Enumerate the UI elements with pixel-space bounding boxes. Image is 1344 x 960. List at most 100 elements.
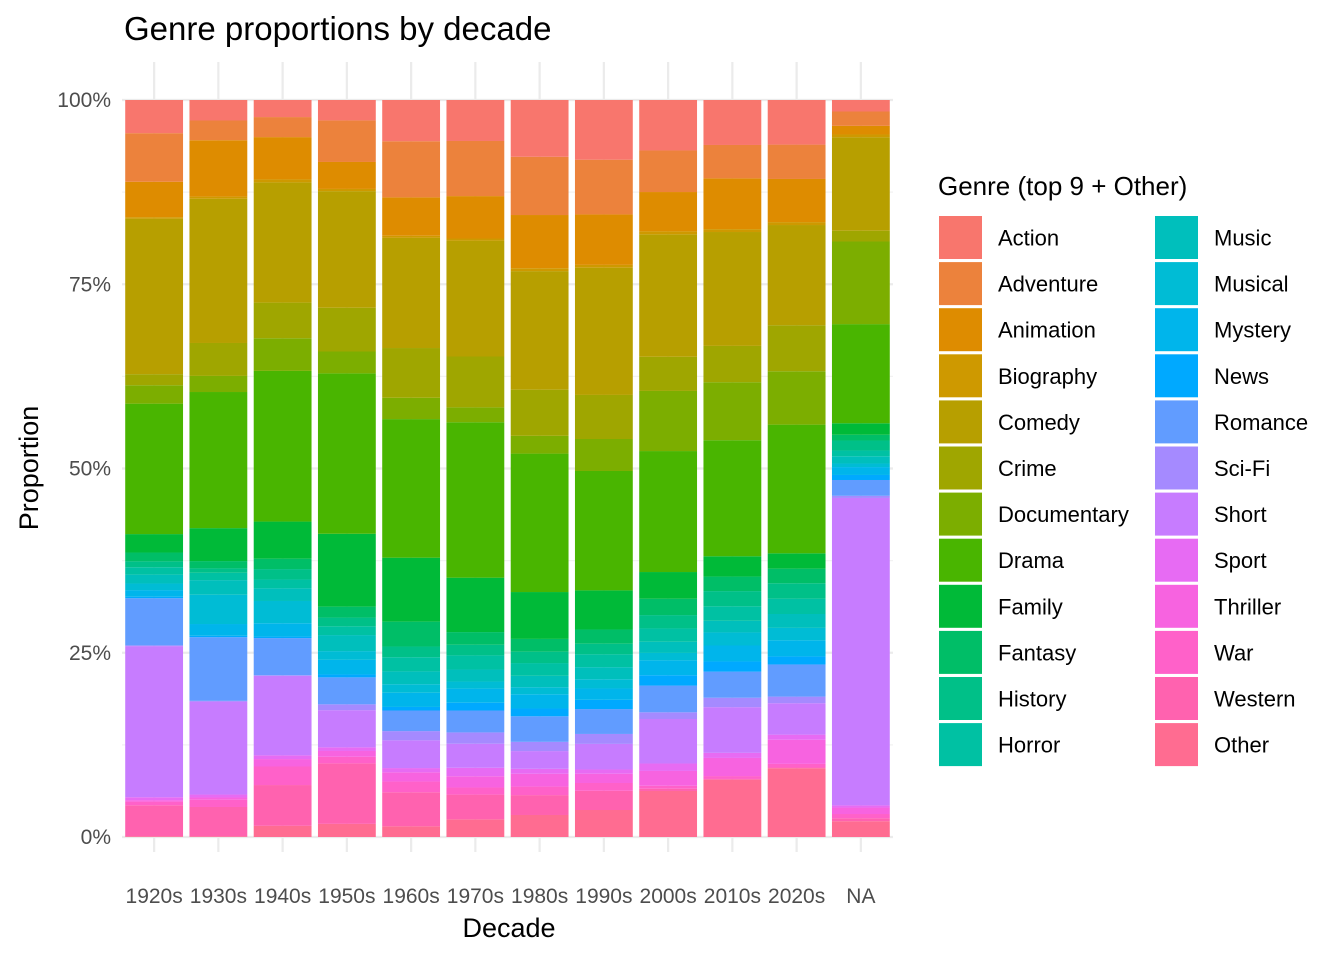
bar-segment: [317, 710, 376, 748]
bar-segment: [125, 403, 184, 535]
bar-segment: [446, 681, 505, 689]
bar-segment: [510, 814, 569, 837]
x-tick-label: 1980s: [511, 885, 568, 908]
bar-segment: [767, 734, 826, 740]
y-tick-label: 0%: [81, 826, 111, 849]
bar-segment: [703, 100, 762, 145]
bar-segment: [510, 694, 569, 709]
bar-segment: [446, 577, 505, 633]
bar-segment: [831, 474, 890, 480]
bar-segment: [382, 100, 441, 142]
bar-segment: [767, 225, 826, 326]
bar-segment: [253, 600, 312, 624]
bar-segment: [382, 792, 441, 827]
bar-segment: [253, 675, 312, 756]
bar-stack-2020s: [767, 100, 826, 837]
bar-segment: [317, 617, 376, 627]
bar-segment: [831, 241, 890, 325]
bar-segment: [125, 801, 184, 806]
bar-segment: [703, 645, 762, 662]
bar-segment: [317, 747, 376, 751]
x-tick-label: 2020s: [768, 885, 825, 908]
bar-segment: [639, 675, 698, 686]
legend-swatch: [1155, 538, 1198, 582]
bar-segment: [382, 557, 441, 622]
bar-stack-1980s: [510, 100, 569, 837]
bar-segment: [446, 644, 505, 656]
bar-segment: [767, 664, 826, 697]
bar-segment: [510, 651, 569, 664]
bar-segment: [831, 134, 890, 138]
bar-segment: [574, 679, 633, 689]
bar-segment: [189, 196, 248, 199]
legend-swatch: [939, 584, 982, 628]
bar-segment: [317, 533, 376, 607]
bar-segment: [574, 688, 633, 700]
bar-segment: [703, 232, 762, 346]
bar-segment: [253, 588, 312, 601]
bar-segment: [574, 773, 633, 783]
legend-item: History: [939, 677, 1066, 720]
bar-segment: [574, 709, 633, 734]
bar-segment: [831, 125, 890, 135]
bar-segment: [382, 706, 441, 711]
bar-segment: [253, 636, 312, 639]
bar-segment: [317, 750, 376, 757]
bar-segment: [574, 100, 633, 160]
bar-segment: [125, 583, 184, 591]
bar-segment: [639, 790, 698, 837]
bar-segment: [574, 699, 633, 710]
bar-segment: [317, 651, 376, 660]
bar-segment: [382, 197, 441, 236]
bar-segment: [125, 646, 184, 798]
bar-segment: [767, 144, 826, 179]
legend-label: Sport: [1214, 548, 1267, 573]
bar-segment: [446, 787, 505, 795]
bar-segment: [703, 556, 762, 577]
bar-segment: [574, 643, 633, 655]
bar-segment: [831, 324, 890, 424]
x-tick-label: 1930s: [190, 885, 247, 908]
bar-segment: [767, 553, 826, 569]
bar-segment: [253, 182, 312, 303]
legend-item: Drama: [939, 538, 1065, 582]
legend-item: Sport: [1155, 538, 1267, 582]
bar-segment: [831, 456, 890, 464]
bar-segment: [125, 567, 184, 575]
bar-segment: [767, 613, 826, 628]
bar-segment: [510, 389, 569, 436]
legend-item: Family: [939, 584, 1063, 628]
bar-segment: [317, 677, 376, 705]
bar-segment: [382, 781, 441, 793]
bar-segment: [639, 234, 698, 357]
bar-segment: [639, 356, 698, 391]
bar-segment: [639, 770, 698, 786]
legend-item: Thriller: [1155, 584, 1281, 628]
bar-segment: [703, 144, 762, 179]
bar-segment: [703, 632, 762, 646]
bar-segment: [189, 561, 248, 569]
bar-segment: [639, 628, 698, 642]
bar-segment: [382, 646, 441, 658]
bar-segment: [639, 150, 698, 193]
bar-segment: [703, 757, 762, 777]
bar-segment: [382, 419, 441, 558]
bar-segment: [253, 100, 312, 118]
bar-segment: [831, 497, 890, 806]
bar-segment: [446, 819, 505, 837]
bar-segment: [831, 805, 890, 808]
bar-stack-NA: [831, 100, 890, 837]
legend-item: Biography: [939, 354, 1097, 398]
bar-segment: [189, 836, 248, 837]
bar-segment: [253, 521, 312, 559]
bar-segment: [510, 215, 569, 269]
bar-segment: [574, 654, 633, 668]
bar-segment: [382, 621, 441, 647]
bar-segment: [253, 825, 312, 837]
x-tick-label: 2010s: [704, 885, 761, 908]
bar-segment: [253, 370, 312, 522]
bar-segment: [382, 348, 441, 398]
bar-segment: [125, 385, 184, 404]
bar-segment: [767, 767, 826, 769]
